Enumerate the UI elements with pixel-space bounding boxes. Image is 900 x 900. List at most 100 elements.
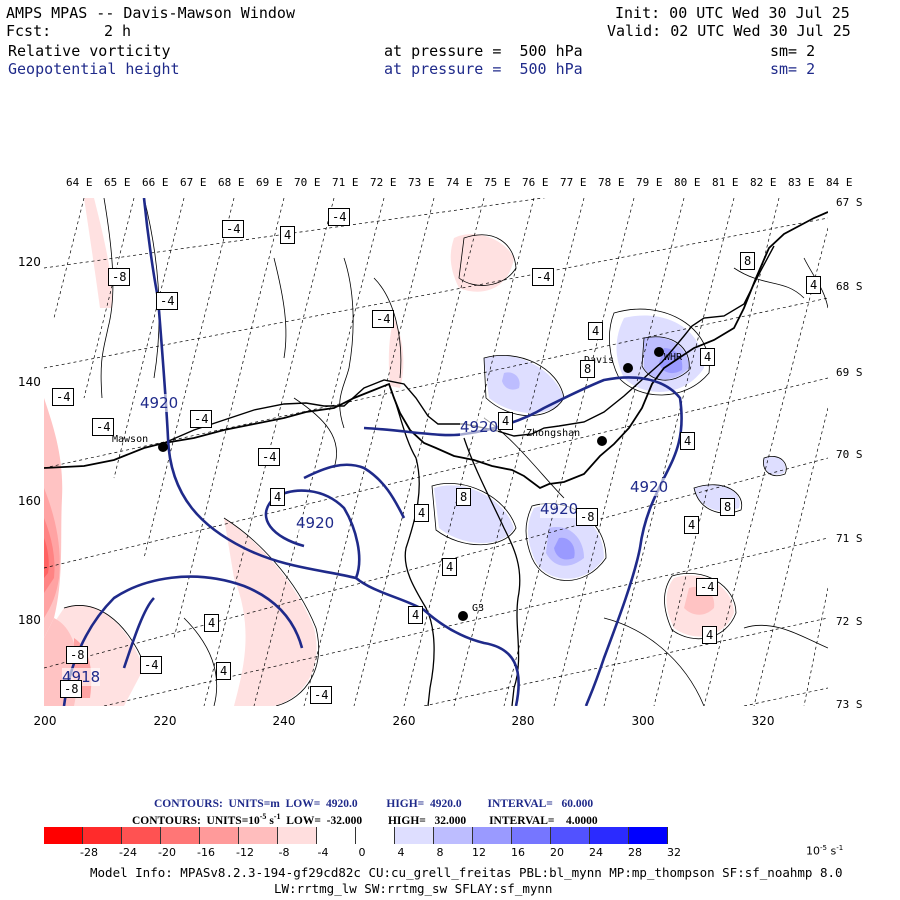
y-tick: 160 [18,494,41,508]
colorbar-swatch [512,827,551,844]
colorbar-tick-label: 28 [628,846,642,859]
vorticity-contour-label: 4 [588,322,604,340]
station-label: Davis [584,355,615,366]
vorticity-contour-label: 4 [408,606,424,624]
vorticity-contour-label: -8 [576,508,599,526]
x-tick: 280 [511,714,535,728]
vorticity-contour-label: 4 [414,504,430,522]
lat-label: 68 S [836,280,863,293]
station-label: WHR [664,352,683,363]
vorticity-contour-label: 4 [216,662,232,680]
field1-smoothing: sm= 2 [770,42,816,60]
coastline [44,211,828,490]
vorticity-contour-info: CONTOURS: UNITS=10-5 s-1 LOW= -32.000 HI… [132,812,598,827]
vorticity-contour-label: -4 [310,686,333,704]
lon-label: 82 E [750,176,777,189]
vorticity-contour-label: -4 [696,578,719,596]
x-tick: 200 [33,714,57,728]
height-contour-label: 4920 [630,478,669,496]
station-marker [158,442,168,452]
lon-label: 68 E [218,176,245,189]
lon-label: 64 E [66,176,93,189]
vorticity-contour-label: 4 [702,626,718,644]
colorbar-tick-label: -20 [158,846,176,859]
height-contour-label: 4920 [460,418,499,436]
vorticity-contour-label: -8 [66,646,89,664]
lon-label: 74 E [446,176,473,189]
colorbar-tick-label: 32 [667,846,681,859]
lat-label: 69 S [836,366,863,379]
colorbar-swatch [83,827,122,844]
field2-name: Geopotential height [8,60,180,78]
field1-level: at pressure = 500 hPa [384,42,583,60]
lon-label: 67 E [180,176,207,189]
x-tick: 320 [751,714,775,728]
colorbar-swatch [434,827,473,844]
lat-label: 70 S [836,448,863,461]
x-tick: 260 [392,714,416,728]
field2-smoothing: sm= 2 [770,60,816,78]
vorticity-contour-label: -4 [372,310,395,328]
station-marker [597,436,607,446]
colorbar-swatch [161,827,200,844]
height-contour-info: CONTOURS: UNITS=m LOW= 4920.0 HIGH= 4920… [154,798,594,810]
colorbar-swatch [590,827,629,844]
vorticity-contour-label: -8 [60,680,83,698]
lon-label: 81 E [712,176,739,189]
vorticity-contour-label: 4 [684,516,700,534]
colorbar-tick-label: 24 [589,846,603,859]
vorticity-contour-label: 4 [680,432,696,450]
model-info: Model Info: MPASv8.2.3-194-gf29cd82c CU:… [90,865,843,880]
field1-name: Relative vorticity [8,42,171,60]
station-marker [623,363,633,373]
colorbar-swatch [356,827,395,844]
vorticity-contour-label: -8 [108,268,131,286]
vorticity-contour-label: 4 [806,276,822,294]
lon-label: 76 E [522,176,549,189]
lon-label: 69 E [256,176,283,189]
valid-time: Valid: 02 UTC Wed 30 Jul 25 [607,22,851,40]
latlon-grid [44,198,828,706]
vorticity-contour-label: -4 [156,292,179,310]
colorbar-swatch [629,827,668,844]
colorbar-tick-label: 16 [511,846,525,859]
colorbar-swatch [200,827,239,844]
colorbar-swatch [551,827,590,844]
colorbar-tick-label: -24 [119,846,137,859]
station-marker [654,347,664,357]
vorticity-contour-label: -4 [258,448,281,466]
colorbar-tick-label: -12 [236,846,254,859]
lon-label: 77 E [560,176,587,189]
vorticity-contour-label: 4 [280,226,296,244]
station-label: Zhongshan [526,428,581,439]
vorticity-contour-label: -4 [222,220,245,238]
colorbar-tick-label: 8 [436,846,444,859]
colorbar-unit: 10-5 s-1 [806,844,844,858]
forecast-value: 2 h [104,22,132,40]
lat-label: 73 S [836,698,863,711]
lon-label: 66 E [142,176,169,189]
lon-label: 84 E [826,176,853,189]
lon-label: 73 E [408,176,435,189]
x-tick: 300 [631,714,655,728]
model-info-line2: LW:rrtmg_lw SW:rrtmg_sw SFLAY:sf_mynn [274,881,553,896]
geopotential-height-contours [62,198,683,706]
vorticity-contour-label: -4 [328,208,351,226]
lat-label: 71 S [836,532,863,545]
colorbar-swatch [395,827,434,844]
lon-label: 75 E [484,176,511,189]
vorticity-contour-label: 4 [442,558,458,576]
lat-label: 72 S [836,615,863,628]
ice-shelf-edge [163,245,775,444]
vorticity-contour-label: 8 [580,360,596,378]
lon-label: 70 E [294,176,321,189]
colorbar-tick-label: 4 [397,846,405,859]
colorbar-tick-label: 0 [358,846,366,859]
lon-label: 79 E [636,176,663,189]
lon-label: 71 E [332,176,359,189]
vorticity-contour-label: 8 [720,498,736,516]
lon-label: 65 E [104,176,131,189]
colorbar-swatch [239,827,278,844]
vorticity-contour-label: -4 [190,410,213,428]
x-tick: 240 [272,714,296,728]
